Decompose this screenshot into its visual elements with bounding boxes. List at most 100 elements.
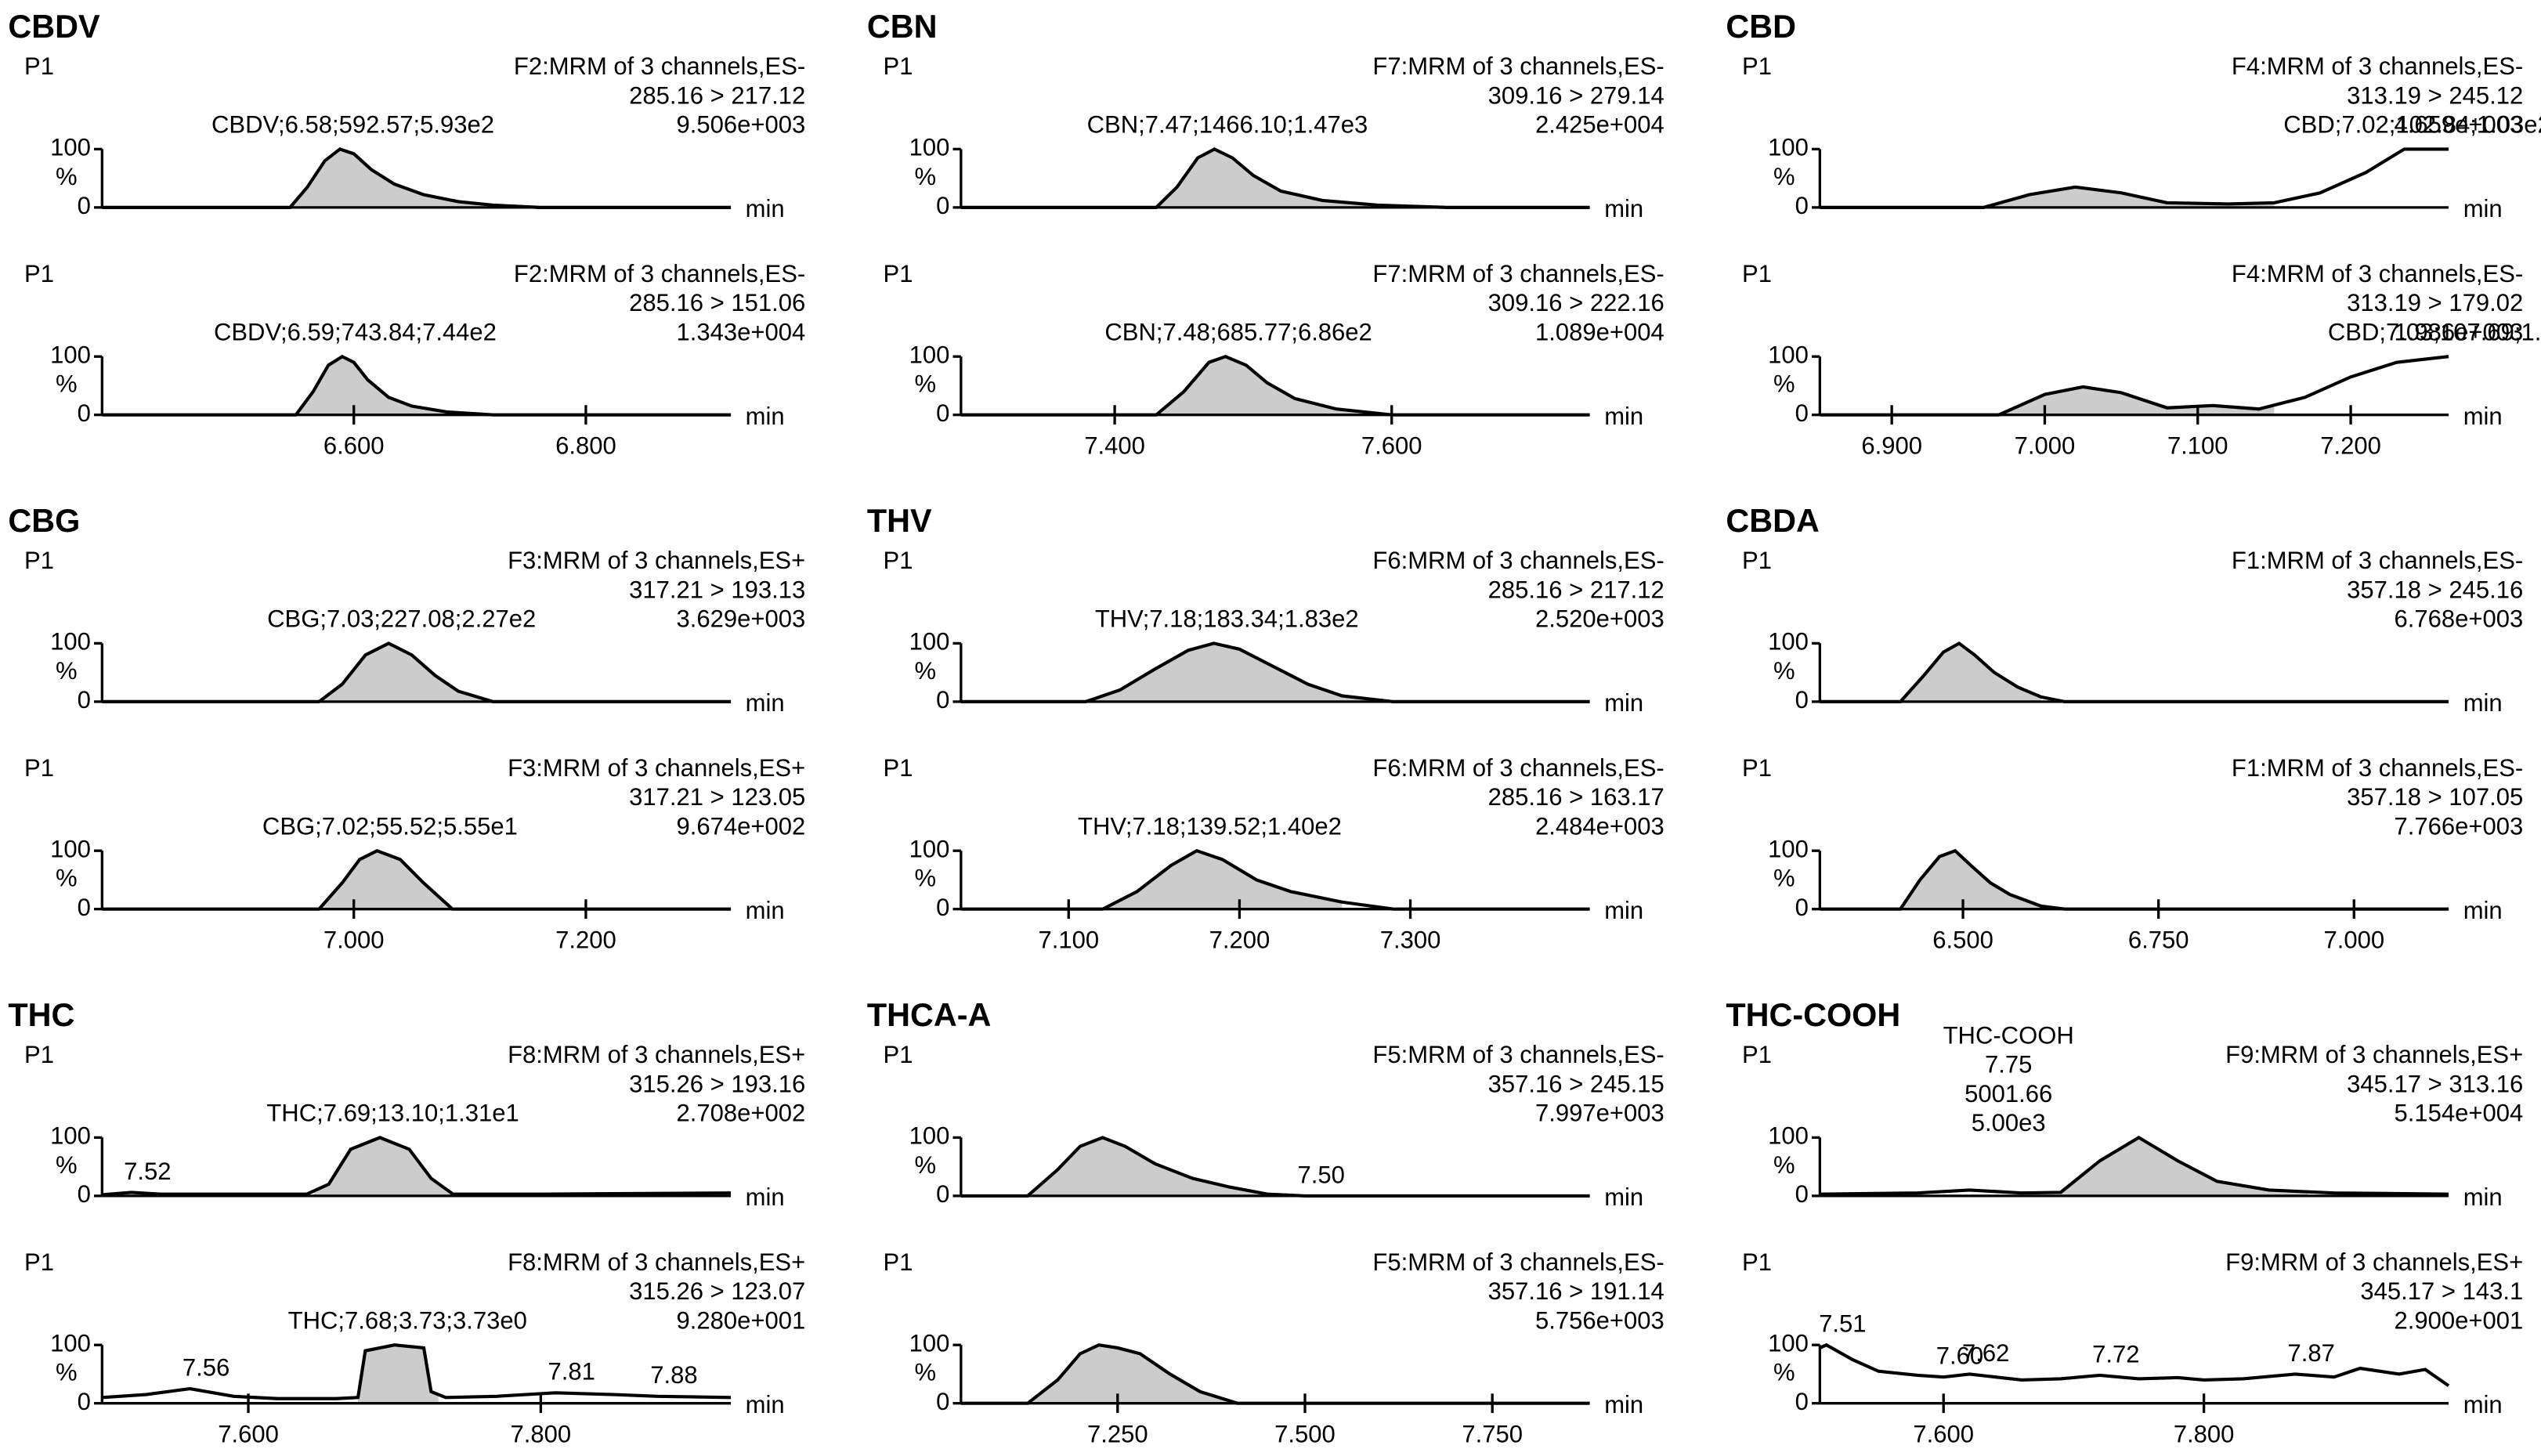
x-axis-label: min	[746, 897, 785, 924]
function-label: F8:MRM of 3 channels,ES+	[508, 1041, 805, 1068]
intensity-label: 7.766e+003	[2395, 812, 2524, 840]
peak-area	[295, 356, 493, 415]
y-tick-label: 0	[936, 1180, 949, 1208]
y-axis-label: %	[1773, 370, 1795, 398]
peak-annotation: 7.72	[2092, 1340, 2139, 1367]
y-tick-label: 0	[78, 399, 91, 427]
intensity-label: 5.756e+003	[1535, 1306, 1664, 1334]
y-axis-label: %	[915, 1359, 937, 1386]
y-tick-label: 100	[1768, 1122, 1809, 1150]
peak-annotation: 7.56	[183, 1353, 230, 1381]
y-tick-label: 100	[1768, 835, 1809, 862]
peak-annotation: 7.51	[1819, 1310, 1866, 1338]
panel-title: CBDV	[8, 9, 100, 45]
trace-label: P1	[884, 1248, 913, 1276]
peak-label: CBDV;6.59;743.84;7.44e2	[214, 318, 497, 345]
x-axis-label: min	[2463, 195, 2503, 222]
peak-label: CBN;7.47;1466.10;1.47e3	[1087, 111, 1368, 139]
x-tick-label: 7.300	[1380, 926, 1441, 953]
y-axis-label: %	[1773, 657, 1795, 685]
x-axis-label: min	[2463, 1183, 2503, 1211]
transition-label: 357.16 > 191.14	[1488, 1277, 1664, 1305]
x-tick-label: 6.500	[1932, 926, 1993, 953]
y-tick-label: 100	[50, 341, 91, 368]
y-tick-label: 0	[1795, 686, 1809, 714]
panel-title: THCA-A	[867, 997, 992, 1033]
peak-label: 5.00e3	[1972, 1109, 2046, 1136]
function-label: F3:MRM of 3 channels,ES+	[508, 754, 805, 782]
function-label: F3:MRM of 3 channels,ES+	[508, 547, 805, 574]
y-axis-label: %	[915, 865, 937, 892]
intensity-label: 4.659e+003	[2395, 111, 2524, 139]
peak-annotation: 7.50	[1298, 1161, 1345, 1188]
trace	[1820, 147, 2449, 209]
intensity-label: 1.986e+003	[2395, 318, 2524, 345]
trace	[102, 147, 732, 209]
y-tick-label: 0	[936, 192, 949, 219]
peak-label: THV;7.18;139.52;1.40e2	[1078, 812, 1342, 840]
intensity-label: 2.520e+003	[1535, 605, 1664, 633]
peak-area	[1900, 851, 2041, 909]
trace	[102, 1136, 732, 1197]
x-tick-label: 7.000	[2323, 926, 2384, 953]
y-axis-label: %	[915, 370, 937, 398]
y-tick-label: 0	[78, 192, 91, 219]
peak-label: 7.75	[1985, 1051, 2032, 1078]
peak-label: THC;7.68;3.73;3.73e0	[288, 1306, 527, 1334]
x-tick-label: 7.800	[511, 1420, 572, 1447]
y-axis-label: %	[56, 865, 78, 892]
y-tick-label: 100	[50, 835, 91, 862]
y-axis-label: %	[56, 1151, 78, 1179]
trace-label: P1	[1742, 754, 1772, 782]
x-tick-label: 7.600	[1361, 432, 1422, 459]
x-axis-label: min	[1604, 195, 1643, 222]
trace	[1820, 848, 2449, 911]
x-tick-label: 6.800	[555, 432, 616, 459]
peak-area	[1998, 386, 2275, 415]
transition-label: 315.26 > 123.07	[629, 1277, 805, 1305]
y-tick-label: 0	[936, 399, 949, 427]
x-tick-label: 7.600	[218, 1420, 279, 1447]
y-tick-label: 0	[1795, 894, 1809, 921]
trace	[102, 354, 732, 417]
y-tick-label: 100	[909, 1122, 950, 1150]
peak-label: THV;7.18;183.34;1.83e2	[1095, 605, 1359, 633]
intensity-label: 2.484e+003	[1535, 812, 1664, 840]
x-tick-label: 7.200	[1209, 926, 1270, 953]
x-tick-label: 7.200	[555, 926, 616, 953]
intensity-label: 2.708e+002	[676, 1100, 805, 1127]
y-tick-label: 0	[78, 1388, 91, 1415]
peak-area	[1156, 149, 1448, 208]
y-axis-label: %	[915, 1151, 937, 1179]
y-tick-label: 100	[909, 341, 950, 368]
y-tick-label: 100	[1768, 134, 1809, 161]
trace	[960, 848, 1590, 911]
x-tick-label: 6.600	[323, 432, 385, 459]
function-label: F9:MRM of 3 channels,ES+	[2225, 1248, 2523, 1276]
peak-area	[1086, 643, 1393, 702]
transition-label: 285.16 > 151.06	[629, 289, 805, 316]
y-tick-label: 0	[78, 686, 91, 714]
function-label: F8:MRM of 3 channels,ES+	[508, 1248, 805, 1276]
panel-title: THC	[8, 997, 74, 1033]
peak-annotation: 7.60	[1936, 1342, 1983, 1370]
x-axis-label: min	[2463, 897, 2503, 924]
function-label: F1:MRM of 3 channels,ES-	[2232, 547, 2523, 574]
x-tick-label: 7.750	[1462, 1420, 1523, 1447]
trace	[960, 147, 1590, 209]
y-tick-label: 100	[1768, 341, 1809, 368]
peak-area	[1027, 1137, 1268, 1196]
transition-label: 285.16 > 217.12	[629, 81, 805, 109]
intensity-label: 9.280e+001	[676, 1306, 805, 1334]
x-tick-label: 7.100	[1038, 926, 1099, 953]
x-axis-label: min	[746, 195, 785, 222]
x-axis-label: min	[2463, 403, 2503, 430]
y-axis-label: %	[915, 657, 937, 685]
peak-area	[1102, 851, 1343, 909]
function-label: F5:MRM of 3 channels,ES-	[1372, 1041, 1664, 1068]
trace-label: P1	[24, 754, 54, 782]
peak-label: CBG;7.02;55.52;5.55e1	[262, 812, 518, 840]
y-axis-label: %	[915, 163, 937, 190]
y-tick-label: 0	[936, 1388, 949, 1415]
intensity-label: 9.506e+003	[676, 111, 805, 139]
